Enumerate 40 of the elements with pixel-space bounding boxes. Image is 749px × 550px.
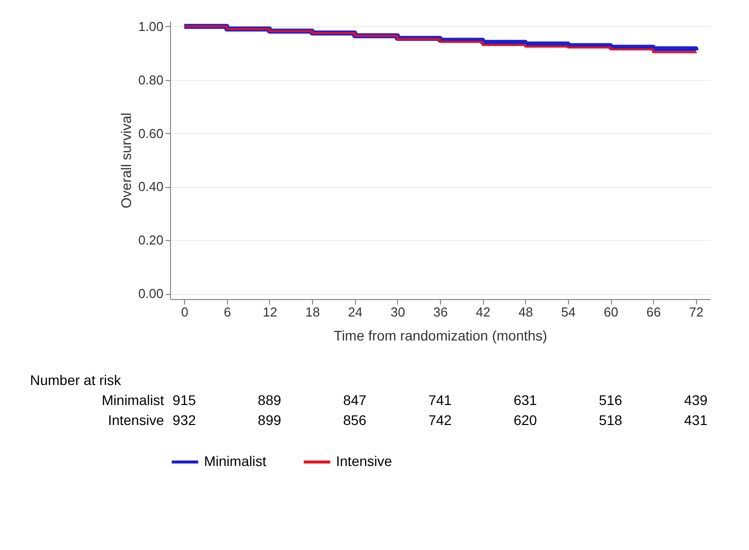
text: Intensive bbox=[108, 412, 164, 428]
x-tick-label: 36 bbox=[433, 304, 448, 320]
y-tick-label: 0.00 bbox=[138, 286, 164, 302]
y-tick-label: 0.20 bbox=[138, 232, 164, 248]
x-tick-label: 12 bbox=[262, 304, 278, 320]
y-tick-label: 0.40 bbox=[138, 179, 164, 194]
x-tick-label: 48 bbox=[518, 304, 533, 320]
text: 847 bbox=[343, 392, 367, 408]
x-axis-title: Time from randomization (months) bbox=[334, 328, 548, 344]
text: Number at risk bbox=[30, 372, 122, 388]
x-tick-label: 72 bbox=[689, 304, 704, 320]
y-axis-title: Overall survival bbox=[118, 112, 134, 208]
text: 431 bbox=[684, 412, 708, 428]
text: 518 bbox=[598, 412, 622, 428]
text: 889 bbox=[258, 392, 282, 408]
x-tick-label: 66 bbox=[646, 304, 661, 320]
legend-label: Minimalist bbox=[204, 453, 266, 469]
text: 899 bbox=[258, 412, 282, 428]
text: 516 bbox=[598, 392, 622, 408]
text: 631 bbox=[514, 392, 538, 408]
x-tick-label: 6 bbox=[224, 304, 231, 320]
text: 741 bbox=[428, 392, 452, 408]
text: 742 bbox=[428, 412, 452, 428]
y-tick-label: 1.00 bbox=[138, 18, 164, 34]
x-tick-label: 54 bbox=[561, 304, 576, 320]
text: 620 bbox=[514, 412, 538, 428]
legend-label: Intensive bbox=[336, 453, 392, 469]
text: 915 bbox=[172, 392, 196, 408]
x-tick-label: 30 bbox=[390, 304, 406, 320]
text: 932 bbox=[172, 412, 196, 428]
text: Minimalist bbox=[102, 392, 164, 408]
x-tick-label: 0 bbox=[181, 304, 188, 320]
text: 439 bbox=[684, 392, 708, 408]
y-tick-label: 0.60 bbox=[138, 126, 164, 141]
x-tick-label: 24 bbox=[348, 304, 362, 320]
y-tick-label: 0.80 bbox=[138, 72, 164, 88]
x-tick-label: 18 bbox=[305, 304, 320, 320]
x-tick-label: 42 bbox=[476, 304, 490, 320]
text: 856 bbox=[343, 412, 367, 428]
x-tick-label: 60 bbox=[604, 304, 618, 320]
